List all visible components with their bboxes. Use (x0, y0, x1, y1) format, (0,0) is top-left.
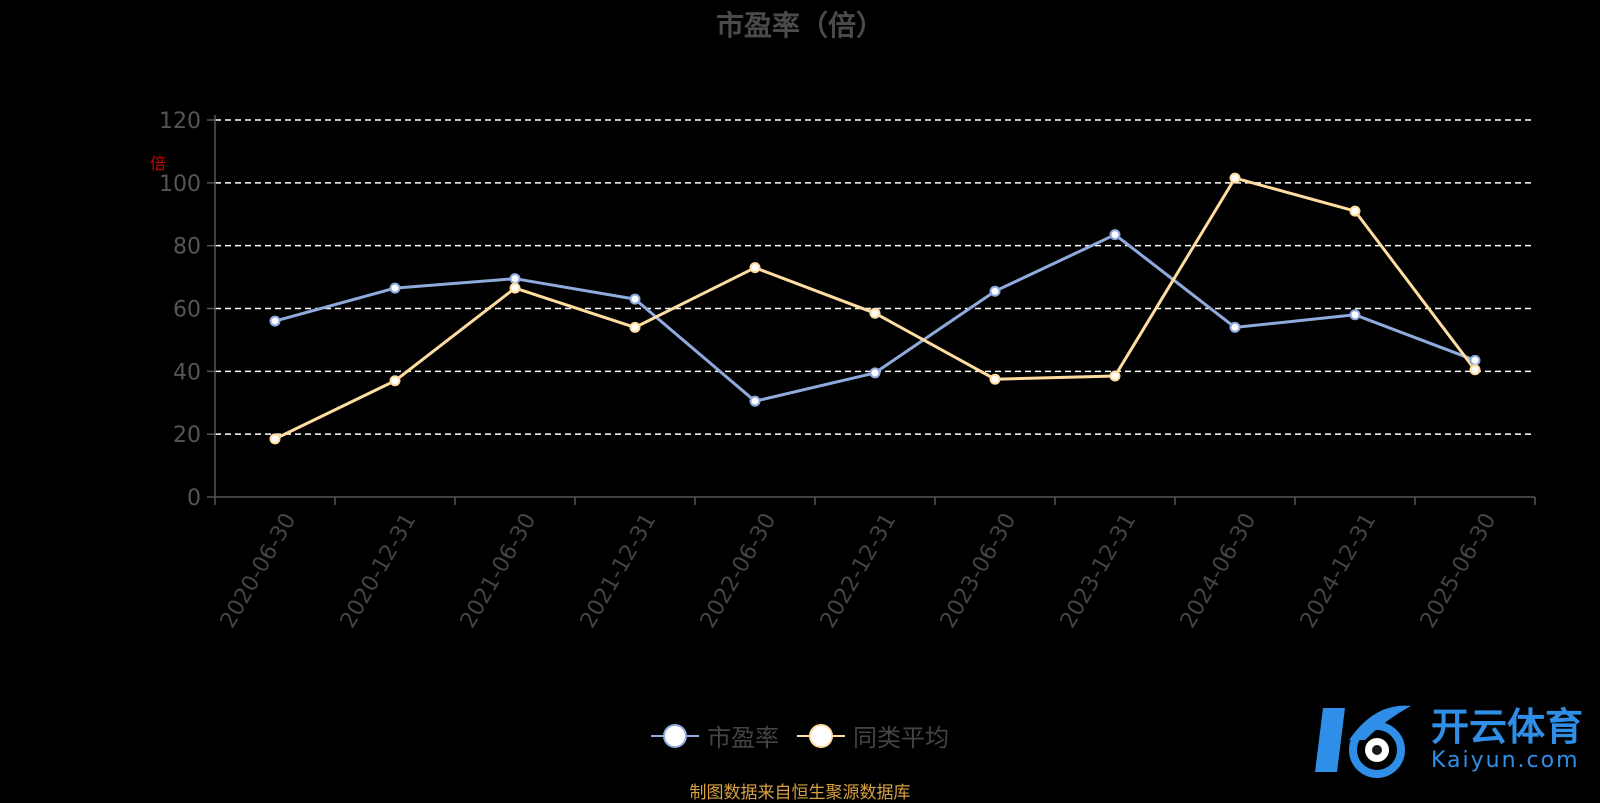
data-point-2 (869, 307, 881, 319)
x-tick-label: 2020-12-31 (336, 509, 422, 632)
data-point-1 (1349, 309, 1361, 321)
data-point-2 (749, 262, 761, 274)
y-tick-label: 100 (159, 172, 201, 197)
chart-title: 市盈率（倍） (715, 9, 884, 42)
x-tick-label: 2021-12-31 (576, 509, 662, 632)
data-point-1 (389, 282, 401, 294)
axes (207, 115, 1536, 505)
legend: 市盈率 同类平均 (0, 718, 1600, 753)
watermark: 开云体育 Kaiyun.com (1315, 700, 1595, 780)
legend-label-pe: 市盈率 (707, 724, 779, 752)
data-point-1 (269, 315, 281, 327)
x-tick-label: 2025-06-30 (1416, 509, 1502, 632)
data-point-2 (1229, 172, 1241, 184)
data-point-2 (629, 321, 641, 333)
x-tick-label: 2021-06-30 (456, 509, 542, 632)
y-tick-label: 20 (173, 423, 201, 448)
x-tick-label: 2023-06-30 (936, 509, 1022, 632)
data-point-2 (1109, 370, 1121, 382)
data-point-2 (509, 282, 521, 294)
data-point-2 (389, 375, 401, 387)
kaiyun-logo-icon (1315, 705, 1411, 778)
data-point-1 (629, 293, 641, 305)
data-point-1 (1109, 229, 1121, 241)
legend-label-peer-average: 同类平均 (853, 724, 949, 752)
data-points (269, 172, 1481, 445)
data-point-1 (1469, 354, 1481, 366)
legend-item-pe[interactable]: 市盈率 (651, 718, 779, 753)
data-point-2 (1469, 364, 1481, 376)
data-point-1 (749, 395, 761, 407)
watermark-cn-text: 开云体育 (1431, 705, 1584, 749)
x-tick-label: 2020-06-30 (216, 509, 302, 632)
x-tick-label: 2022-12-31 (816, 509, 902, 632)
y-tick-label: 0 (187, 486, 201, 511)
data-point-2 (1349, 205, 1361, 217)
data-point-1 (1229, 321, 1241, 333)
data-point-1 (509, 273, 521, 285)
y-tick-label: 40 (173, 360, 201, 385)
x-tick-label: 2022-06-30 (696, 509, 782, 632)
y-tick-label: 80 (173, 235, 201, 260)
data-point-2 (269, 433, 281, 445)
grid-lines (215, 119, 1535, 435)
x-tick-label: 2024-06-30 (1176, 509, 1262, 632)
watermark-en-text: Kaiyun.com (1431, 748, 1580, 773)
y-axis-unit-label: 倍 (150, 154, 167, 173)
data-source-note: 制图数据来自恒生聚源数据库 (689, 783, 911, 803)
data-point-1 (869, 367, 881, 379)
y-tick-label: 120 (159, 109, 201, 134)
y-tick-label: 60 (173, 298, 201, 323)
data-point-2 (989, 373, 1001, 385)
legend-swatch-pe (651, 723, 699, 748)
legend-item-peer-average[interactable]: 同类平均 (797, 718, 949, 753)
legend-swatch-peer-average (797, 723, 845, 748)
x-tick-label: 2024-12-31 (1296, 509, 1382, 632)
x-tick-label: 2023-12-31 (1056, 509, 1142, 632)
data-point-1 (989, 285, 1001, 297)
